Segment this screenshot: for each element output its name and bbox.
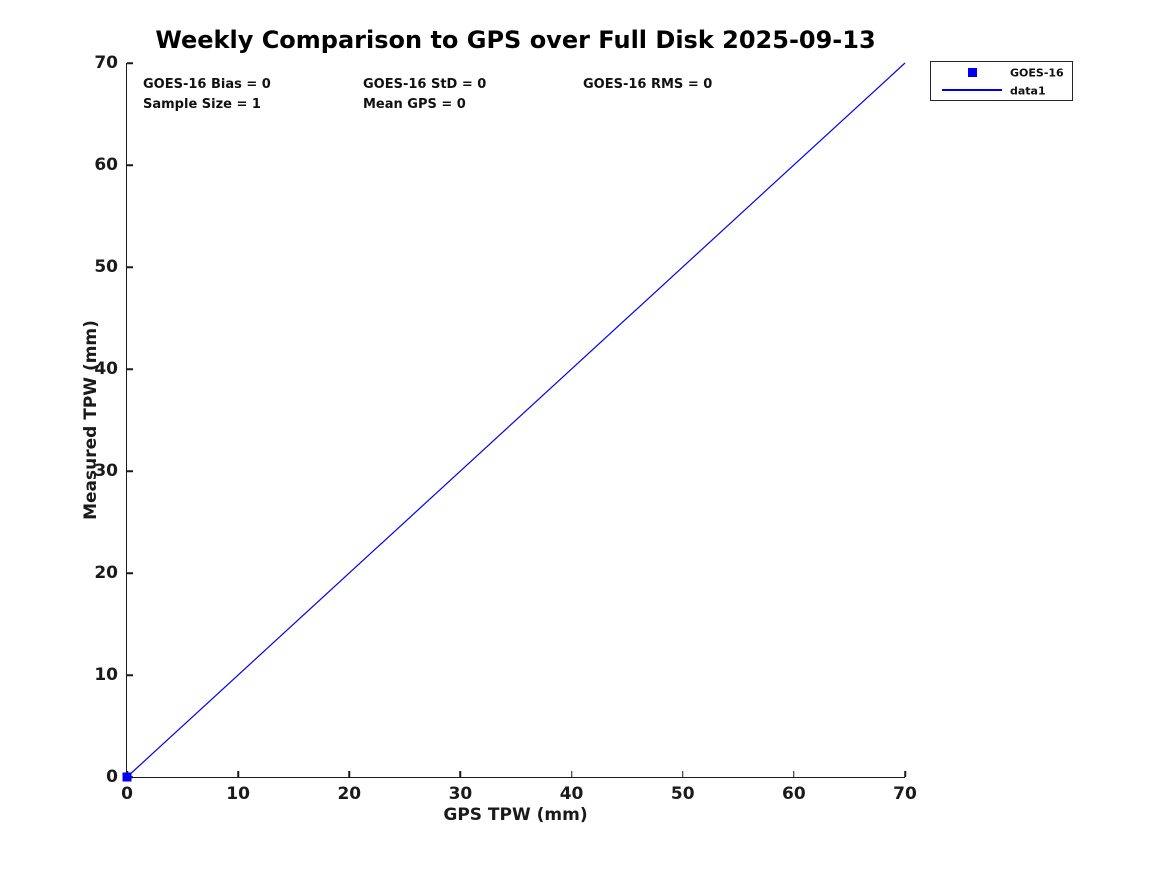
x-tick-mark xyxy=(459,771,462,777)
x-tick-mark xyxy=(681,771,684,777)
y-tick-label: 50 xyxy=(94,257,118,277)
x-tick-mark xyxy=(570,771,573,777)
annotation-sample-size: Sample Size = 1 xyxy=(143,97,261,112)
y-tick-mark xyxy=(127,572,133,574)
x-tick-label: 0 xyxy=(121,784,133,804)
y-tick-mark xyxy=(127,164,133,166)
x-tick-label: 50 xyxy=(670,784,695,804)
y-tick-label: 40 xyxy=(94,359,118,379)
y-tick-label: 10 xyxy=(94,665,118,685)
y-tick-mark xyxy=(127,266,133,268)
legend-entry-label: GOES-16 xyxy=(1010,66,1064,79)
y-tick-label: 0 xyxy=(106,767,118,787)
y-tick-label: 20 xyxy=(94,563,118,583)
legend-entry-goes16: GOES-16 xyxy=(931,63,1072,82)
x-tick-mark xyxy=(237,771,239,777)
y-tick-label: 70 xyxy=(94,53,118,73)
annotation-rms: GOES-16 RMS = 0 xyxy=(583,77,713,92)
y-tick-mark xyxy=(127,62,133,64)
plot-canvas xyxy=(122,62,906,782)
legend-line-swatch xyxy=(942,89,1002,91)
x-tick-label: 30 xyxy=(448,784,473,804)
legend-entry-label: data1 xyxy=(1010,84,1046,97)
y-axis-label: Measured TPW (mm) xyxy=(81,320,101,520)
chart-title: Weekly Comparison to GPS over Full Disk … xyxy=(155,26,876,54)
y-tick-label: 30 xyxy=(94,461,118,481)
x-tick-mark xyxy=(793,771,795,777)
x-axis-label: GPS TPW (mm) xyxy=(443,805,588,825)
x-tick-mark xyxy=(904,771,906,777)
y-tick-mark xyxy=(127,470,133,472)
annotation-std: GOES-16 StD = 0 xyxy=(363,77,487,92)
y-tick-label: 60 xyxy=(94,155,118,175)
x-tick-label: 20 xyxy=(337,784,362,804)
identity-line xyxy=(126,62,906,778)
legend-entry-data1: data1 xyxy=(931,81,1072,100)
annotation-mean-gps: Mean GPS = 0 xyxy=(363,97,466,112)
x-tick-label: 40 xyxy=(559,784,584,804)
legend: GOES-16 data1 xyxy=(930,61,1073,101)
x-tick-label: 10 xyxy=(226,784,250,804)
y-tick-mark xyxy=(127,368,133,370)
x-tick-label: 60 xyxy=(782,784,806,804)
plot-area: GOES-16 Bias = 0 GOES-16 StD = 0 GOES-16… xyxy=(94,53,917,804)
legend-square-marker-swatch xyxy=(968,68,977,77)
y-tick-mark xyxy=(127,674,133,676)
annotation-bias: GOES-16 Bias = 0 xyxy=(143,77,271,92)
x-tick-label: 70 xyxy=(893,784,917,804)
x-tick-mark xyxy=(348,771,351,777)
